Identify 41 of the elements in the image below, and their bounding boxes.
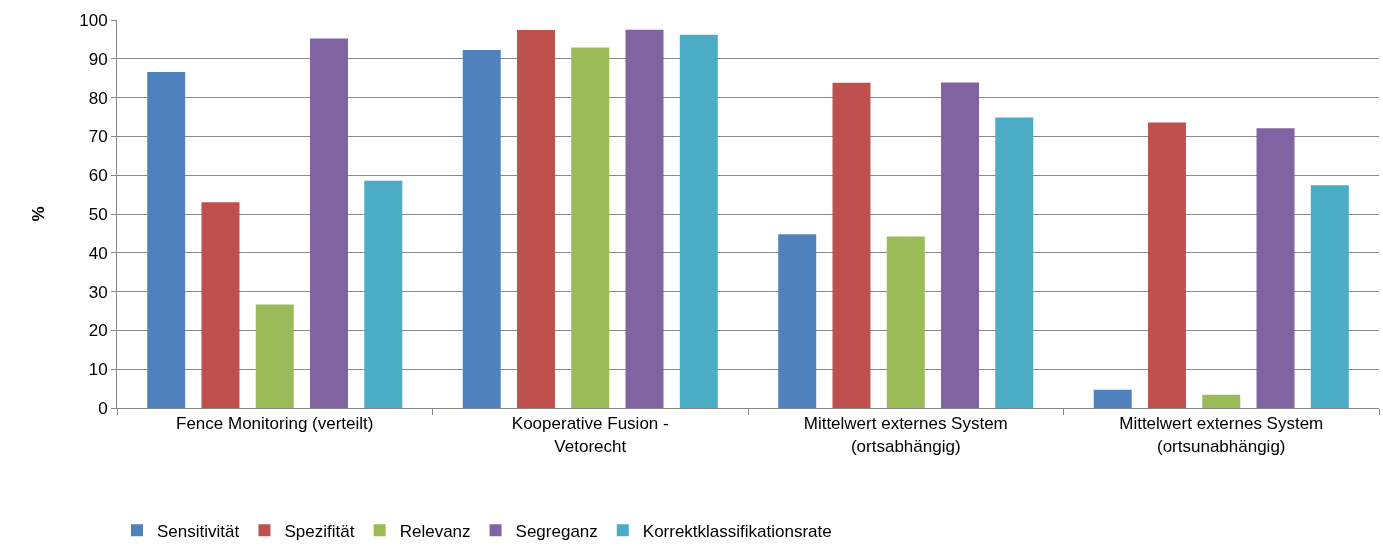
y-tick-label: 10 xyxy=(88,360,108,380)
bar xyxy=(310,38,349,408)
bar xyxy=(147,71,186,408)
y-tick-label: 70 xyxy=(88,127,108,147)
bar xyxy=(1093,389,1132,408)
bar xyxy=(255,304,294,408)
bar xyxy=(1202,394,1241,408)
bar xyxy=(832,82,871,408)
bar xyxy=(201,202,240,408)
y-tick-label: 0 xyxy=(98,398,108,418)
legend-label: Segreganz xyxy=(515,521,598,541)
bar xyxy=(1310,185,1349,408)
y-tick-label: 90 xyxy=(88,49,108,69)
y-axis-title: % xyxy=(28,206,48,222)
bar xyxy=(995,117,1034,408)
bar xyxy=(462,49,501,408)
y-tick-label: 100 xyxy=(79,10,108,30)
x-tick-label: Fence Monitoring (verteilt) xyxy=(176,414,374,434)
y-tick-label: 20 xyxy=(88,321,108,341)
y-tick-label: 80 xyxy=(88,88,108,108)
legend-label: Relevanz xyxy=(399,521,471,541)
bar xyxy=(1256,128,1295,408)
bar xyxy=(679,34,718,408)
x-tick-label: Kooperative Fusion - Vetorecht xyxy=(511,414,669,456)
bar xyxy=(625,29,664,408)
bar xyxy=(941,82,980,408)
bar xyxy=(1147,122,1186,408)
bar xyxy=(364,180,403,408)
legend-label: Korrektklassifikationsrate xyxy=(642,521,832,541)
bar xyxy=(516,30,555,408)
y-tick-label: 50 xyxy=(88,204,108,224)
legend-label: Spezifität xyxy=(284,521,355,541)
bar xyxy=(571,47,610,408)
bar xyxy=(778,234,817,408)
x-tick-label: Mittelwert externes System (ortsunabhängig) xyxy=(1119,414,1324,456)
x-tick-label: Mittelwert externes System (ortsabhängig) xyxy=(803,414,1008,456)
y-tick-label: 60 xyxy=(88,166,108,186)
y-tick-label: 30 xyxy=(88,282,108,302)
y-tick-label: 40 xyxy=(88,243,108,263)
legend-label: Sensitivität xyxy=(157,521,240,541)
bar xyxy=(886,236,925,408)
